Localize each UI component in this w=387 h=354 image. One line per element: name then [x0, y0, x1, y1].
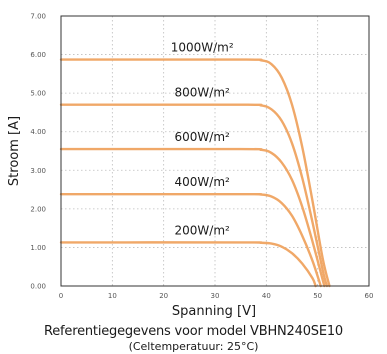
x-tick-label: 30 [211, 292, 220, 300]
curve-label-5: 200W/m² [175, 223, 231, 237]
curve-label-1: 1000W/m² [171, 41, 234, 55]
y-tick-label: 5.00 [30, 90, 46, 98]
y-tick-label: 0.00 [30, 283, 46, 291]
chart-caption-subtitle: (Celtemperatuur: 25°C) [128, 340, 259, 353]
tick-labels: 0.00 1.00 2.00 3.00 4.00 5.00 6.00 7.00 0 10 20 30 4… [30, 13, 373, 301]
curves [59, 58, 331, 288]
curve-label-3: 600W/m² [175, 130, 231, 144]
iv-curve-series-4 [59, 192, 322, 288]
iv-curve-series-3 [59, 147, 326, 288]
y-tick-label: 3.00 [30, 167, 46, 175]
x-tick-label: 50 [313, 292, 322, 300]
x-tick-label: 0 [59, 292, 63, 300]
x-tick-label: 20 [159, 292, 168, 300]
curve-label-4: 400W/m² [175, 175, 231, 189]
y-tick-label: 1.00 [30, 244, 46, 252]
y-axis-title: Stroom [A] [7, 116, 22, 186]
x-tick-label: 40 [262, 292, 271, 300]
x-tick-label: 10 [108, 292, 117, 300]
iv-curve-series-1 [59, 58, 331, 288]
iv-curve-series-2 [59, 103, 329, 288]
plot-border [60, 15, 370, 287]
y-tick-label: 2.00 [30, 205, 46, 213]
curve-labels: 1000W/m² 800W/m² 600W/m² 400W/m² 200W/m² [171, 41, 234, 238]
x-axis-title: Spanning [V] [172, 304, 256, 319]
iv-curve-series-5 [59, 241, 317, 288]
y-tick-label: 4.00 [30, 128, 46, 136]
y-tick-label: 7.00 [30, 13, 46, 21]
chart-caption: Referentiegegevens voor model VBHN240SE1… [44, 324, 343, 339]
x-tick-label: 60 [365, 292, 374, 300]
curve-label-2: 800W/m² [175, 86, 231, 100]
y-tick-label: 6.00 [30, 51, 46, 59]
